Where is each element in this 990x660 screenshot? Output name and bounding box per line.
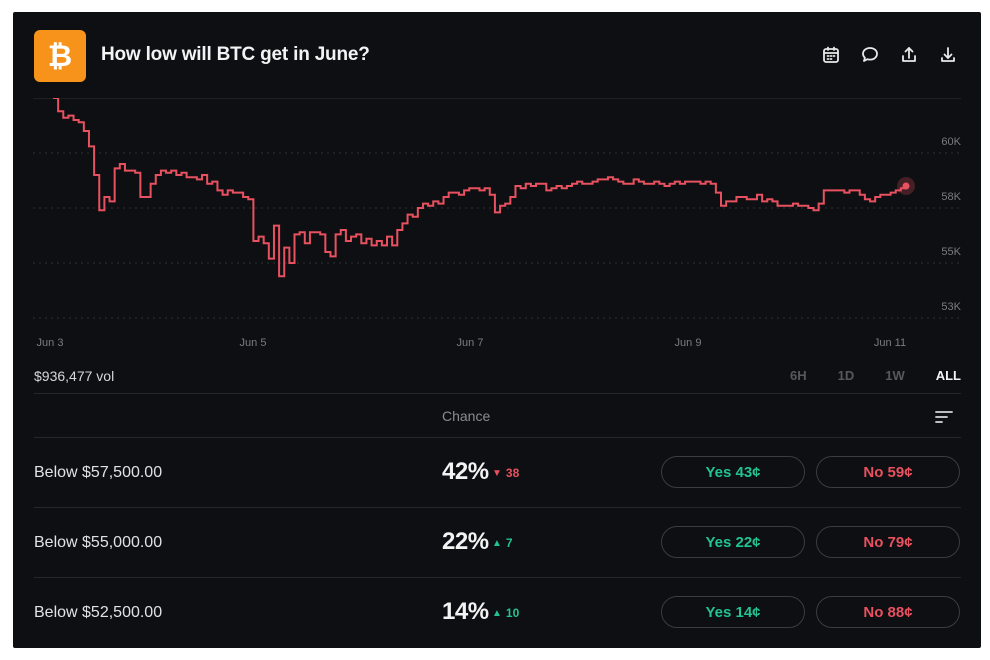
chance-change-value: 7 bbox=[505, 536, 513, 550]
price-chart-svg: 60K 58K 55K 53K Jun 3 Jun 5 Jun 7 Jun 9 Jun 11 bbox=[33, 97, 962, 349]
outcome-row[interactable]: Below $57,500.00 42% ▼ 38 Yes 43¢ No 59¢ bbox=[13, 438, 981, 507]
y-tick-label: 60K bbox=[941, 136, 961, 148]
chance-column-header: Chance bbox=[442, 408, 491, 424]
market-title: How low will BTC get in June? bbox=[101, 44, 370, 65]
divider bbox=[34, 437, 961, 438]
divider bbox=[34, 507, 961, 508]
x-tick-label: Jun 11 bbox=[874, 337, 906, 349]
x-tick-label: Jun 7 bbox=[457, 337, 484, 349]
range-1w[interactable]: 1W bbox=[885, 368, 905, 383]
trend-up-icon: ▲ bbox=[492, 607, 502, 619]
buy-yes-button[interactable]: Yes 43¢ bbox=[661, 456, 805, 488]
current-price-dot bbox=[902, 182, 910, 190]
range-all[interactable]: ALL bbox=[935, 368, 961, 383]
volume-row: $936,477 vol 6H 1D 1W ALL bbox=[34, 366, 961, 392]
buy-yes-button[interactable]: Yes 14¢ bbox=[661, 596, 805, 628]
sort-icon bbox=[935, 411, 953, 423]
header-actions bbox=[819, 43, 959, 66]
outcome-row[interactable]: Below $55,000.00 22% ▲ 7 Yes 22¢ No 79¢ bbox=[13, 508, 981, 577]
outcome-row[interactable]: Below $52,500.00 14% ▲ 10 Yes 14¢ No 88¢ bbox=[13, 578, 981, 647]
price-chart: 60K 58K 55K 53K Jun 3 Jun 5 Jun 7 Jun 9 Jun 11 bbox=[13, 97, 981, 358]
divider bbox=[34, 577, 961, 578]
share-icon bbox=[901, 46, 916, 62]
download-icon bbox=[940, 46, 955, 62]
market-header: ₿ How low will BTC get in June? bbox=[13, 12, 981, 98]
trend-down-icon: ▼ bbox=[492, 467, 502, 479]
x-tick-label: Jun 3 bbox=[37, 337, 64, 349]
comment-button[interactable] bbox=[858, 43, 881, 66]
share-button[interactable] bbox=[897, 43, 920, 66]
calendar-icon bbox=[822, 46, 839, 63]
buy-no-button[interactable]: No 59¢ bbox=[816, 456, 960, 488]
bitcoin-icon: ₿ bbox=[48, 40, 72, 73]
x-tick-label: Jun 5 bbox=[240, 337, 267, 349]
table-header: Chance bbox=[13, 394, 981, 438]
download-button[interactable] bbox=[936, 43, 959, 66]
outcome-label: Below $57,500.00 bbox=[34, 464, 163, 481]
outcome-chance: 14% bbox=[442, 598, 489, 625]
chance-change-value: 10 bbox=[505, 606, 520, 620]
divider bbox=[34, 393, 961, 394]
chance-change: ▼ 38 bbox=[492, 466, 519, 480]
chance-change-value: 38 bbox=[505, 466, 520, 480]
sort-button[interactable] bbox=[935, 409, 953, 425]
chance-change: ▲ 7 bbox=[492, 536, 513, 550]
calendar-button[interactable] bbox=[819, 43, 842, 66]
comment-icon bbox=[861, 46, 878, 62]
chance-change: ▲ 10 bbox=[492, 606, 519, 620]
x-tick-label: Jun 9 bbox=[675, 337, 702, 349]
buy-no-button[interactable]: No 79¢ bbox=[816, 526, 960, 558]
range-6h[interactable]: 6H bbox=[789, 368, 807, 383]
volume-label: $936,477 vol bbox=[34, 368, 115, 384]
time-range-selector: 6H 1D 1W ALL bbox=[759, 368, 961, 383]
bitcoin-logo: ₿ bbox=[34, 30, 86, 82]
y-tick-label: 55K bbox=[941, 246, 961, 258]
outcome-chance: 22% bbox=[442, 528, 489, 555]
trend-up-icon: ▲ bbox=[492, 537, 502, 549]
buy-no-button[interactable]: No 88¢ bbox=[816, 596, 960, 628]
range-1d[interactable]: 1D bbox=[837, 368, 855, 383]
price-line bbox=[53, 97, 907, 278]
y-tick-label: 58K bbox=[941, 191, 961, 203]
market-card: ₿ How low will BTC get in June? bbox=[13, 12, 981, 648]
y-tick-label: 53K bbox=[941, 301, 961, 313]
buy-yes-button[interactable]: Yes 22¢ bbox=[661, 526, 805, 558]
svg-text:₿: ₿ bbox=[48, 40, 72, 73]
outcome-chance: 42% bbox=[442, 458, 489, 485]
outcome-label: Below $55,000.00 bbox=[34, 534, 163, 551]
outcome-label: Below $52,500.00 bbox=[34, 604, 163, 621]
